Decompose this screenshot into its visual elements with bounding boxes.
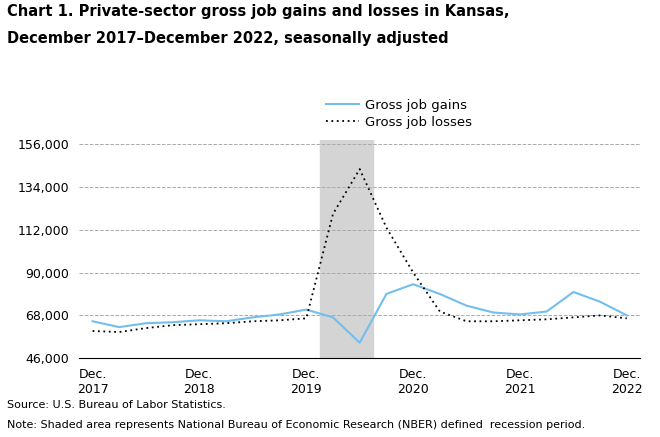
Legend: Gross job gains, Gross job losses: Gross job gains, Gross job losses (325, 99, 473, 129)
Text: Source: U.S. Bureau of Labor Statistics.: Source: U.S. Bureau of Labor Statistics. (7, 400, 226, 410)
Bar (319, 140, 373, 358)
Text: December 2017–December 2022, seasonally adjusted: December 2017–December 2022, seasonally … (7, 31, 448, 45)
Text: Note: Shaded area represents National Bureau of Economic Research (NBER) defined: Note: Shaded area represents National Bu… (7, 420, 585, 430)
Text: Chart 1. Private-sector gross job gains and losses in Kansas,: Chart 1. Private-sector gross job gains … (7, 4, 509, 19)
